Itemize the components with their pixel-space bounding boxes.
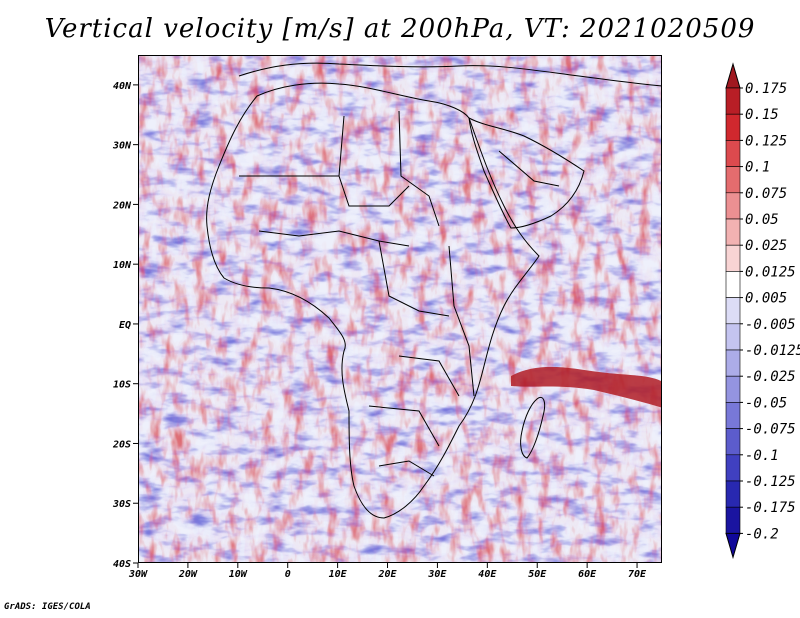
- latitude-axis: 40N 30N 20N 10N EQ 10S 20S 30S 40S: [112, 81, 138, 570]
- lon-tick-label: 0: [285, 569, 291, 580]
- colorbar-label: -0.05: [745, 395, 787, 411]
- colorbar-boxes: [725, 62, 741, 560]
- country-border: [398, 355, 460, 397]
- colorbar-label: -0.125: [745, 474, 796, 490]
- colorbar-box: [725, 428, 741, 456]
- madagascar-coastline: [520, 396, 546, 459]
- colorbar-label: 0.025: [745, 238, 787, 254]
- lon-tick-label: 20W: [178, 569, 198, 580]
- arabia-coastline: [468, 117, 585, 229]
- lat-tick-label: 40N: [113, 81, 132, 92]
- country-border: [378, 240, 450, 317]
- colorbar-box: [725, 140, 741, 167]
- colorbar-box: [725, 323, 741, 351]
- country-border: [448, 245, 475, 397]
- colorbar-label: -0.175: [745, 500, 796, 516]
- lat-tick-label: 40S: [113, 559, 131, 570]
- colorbar-box: [725, 192, 741, 220]
- colorbar-label: 0.075: [745, 186, 787, 202]
- colorbar-box: [725, 113, 741, 141]
- lon-tick-label: 30E: [427, 569, 447, 580]
- colorbar-label: 0.1: [745, 160, 770, 176]
- strong-ascent-band: [511, 366, 661, 408]
- colorbar-label: 0.175: [745, 81, 787, 97]
- country-border: [258, 230, 410, 247]
- vertical-velocity-field: [139, 56, 661, 562]
- lon-tick-label: 10W: [229, 569, 248, 580]
- colorbar-label: 0.05: [745, 212, 779, 228]
- map-plot-area: [138, 55, 662, 563]
- colorbar-box: [725, 244, 741, 272]
- colorbar-box: [725, 454, 741, 482]
- colorbar-label: -0.0125: [745, 343, 800, 359]
- colorbar-box: [725, 166, 741, 194]
- colorbar-label: -0.005: [745, 317, 796, 333]
- colorbar-box: [725, 271, 741, 298]
- lon-tick-label: 10E: [329, 569, 348, 580]
- lon-tick-label: 60E: [578, 569, 597, 580]
- country-border: [498, 150, 560, 187]
- colorbar-box: [725, 349, 741, 377]
- colorbar-label: 0.15: [745, 107, 779, 123]
- lat-tick-label: EQ: [119, 320, 131, 331]
- lon-tick-label: 20E: [377, 569, 397, 580]
- lon-tick-label: 50E: [528, 569, 547, 580]
- coastline-borders: [206, 62, 661, 519]
- lat-tick-label: 30S: [112, 499, 131, 510]
- longitude-axis: 30W 20W 10W 0 10E 20E 30E 40E 50E 60E 70E: [128, 563, 647, 580]
- colorbar-label: -0.025: [745, 369, 796, 385]
- country-border: [368, 405, 440, 447]
- colorbar-label: -0.2: [745, 526, 779, 542]
- lat-tick-label: 30N: [112, 141, 132, 152]
- colorbar-box: [725, 375, 741, 403]
- country-border: [378, 460, 435, 477]
- country-border: [398, 110, 440, 227]
- lat-tick-label: 20S: [112, 439, 131, 450]
- colorbar-label: 0.0125: [745, 264, 796, 280]
- country-border: [239, 175, 410, 207]
- lon-tick-label: 40E: [478, 569, 497, 580]
- colorbar-box: [725, 297, 741, 325]
- colorbar-box: [725, 218, 741, 246]
- colorbar-box: [725, 506, 741, 534]
- colorbar-box: [725, 87, 741, 115]
- colorbar-label: 0.125: [745, 133, 787, 149]
- colorbar-top-arrow: [725, 62, 741, 89]
- lat-tick-label: 10N: [113, 260, 132, 271]
- lat-tick-label: 20N: [112, 200, 132, 211]
- colorbar-box: [725, 480, 741, 508]
- grads-credit: GrADS: IGES/COLA: [4, 602, 91, 612]
- colorbar-label: -0.1: [745, 448, 779, 464]
- chart-title: Vertical velocity [m/s] at 200hPa, VT: 2…: [44, 14, 756, 44]
- colorbar-label: -0.075: [745, 422, 796, 438]
- colorbar: 0.175 0.15 0.125 0.1 0.075 0.05 0.025 0.0125 0.0…: [725, 62, 800, 560]
- colorbar-labels: 0.175 0.15 0.125 0.1 0.075 0.05 0.025 0.0125 0.0…: [740, 81, 800, 542]
- country-border: [338, 115, 345, 177]
- lat-tick-label: 10S: [113, 380, 131, 391]
- colorbar-label: 0.005: [745, 291, 787, 307]
- europe-coastline: [238, 62, 661, 87]
- map-svg: [139, 56, 661, 562]
- colorbar-box: [725, 402, 741, 429]
- lon-tick-label: 30W: [128, 569, 148, 580]
- colorbar-bottom-arrow: [725, 532, 741, 560]
- lon-tick-label: 70E: [628, 569, 647, 580]
